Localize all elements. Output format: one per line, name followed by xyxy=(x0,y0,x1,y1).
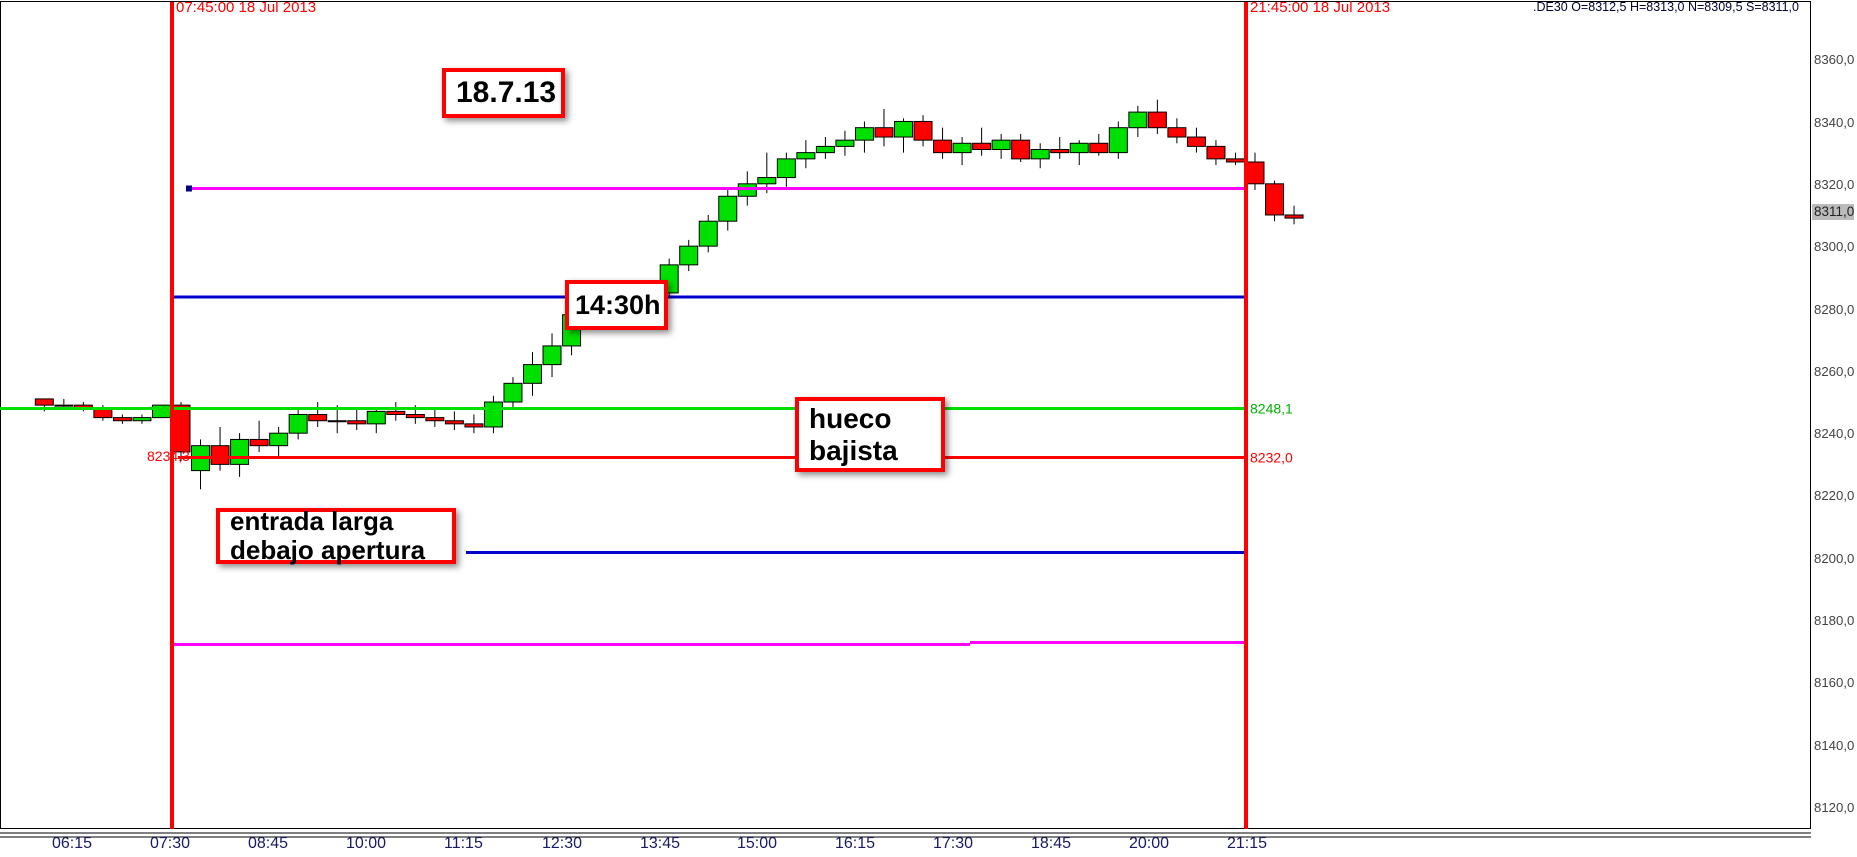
svg-text:8340,0: 8340,0 xyxy=(1814,115,1854,130)
svg-text:21:45:00 18 Jul 2013: 21:45:00 18 Jul 2013 xyxy=(1250,0,1390,16)
svg-text:8280,0: 8280,0 xyxy=(1814,302,1854,317)
svg-text:18:45: 18:45 xyxy=(1031,835,1071,852)
svg-text:8240,0: 8240,0 xyxy=(1814,426,1854,441)
svg-text:8200,0: 8200,0 xyxy=(1814,551,1854,566)
svg-text:8360,0: 8360,0 xyxy=(1814,52,1854,67)
svg-text:8232,0: 8232,0 xyxy=(1250,450,1293,466)
svg-text:07:45:00 18 Jul 2013: 07:45:00 18 Jul 2013 xyxy=(176,0,316,16)
svg-text:13:45: 13:45 xyxy=(640,835,680,852)
svg-text:8311,0: 8311,0 xyxy=(1814,204,1854,219)
svg-text:06:15: 06:15 xyxy=(52,835,92,852)
svg-text:8300,0: 8300,0 xyxy=(1814,239,1854,254)
svg-text:16:15: 16:15 xyxy=(835,835,875,852)
svg-text:08:45: 08:45 xyxy=(248,835,288,852)
svg-text:8120,0: 8120,0 xyxy=(1814,800,1854,815)
svg-text:10:00: 10:00 xyxy=(346,835,386,852)
svg-text:15:00: 15:00 xyxy=(737,835,777,852)
svg-text:12:30: 12:30 xyxy=(542,835,582,852)
svg-text:20:00: 20:00 xyxy=(1129,835,1169,852)
svg-text:8180,0: 8180,0 xyxy=(1814,613,1854,628)
svg-text:07:30: 07:30 xyxy=(150,835,190,852)
svg-text:8234,3: 8234,3 xyxy=(147,448,190,464)
svg-text:8160,0: 8160,0 xyxy=(1814,675,1854,690)
svg-text:17:30: 17:30 xyxy=(933,835,973,852)
svg-text:8140,0: 8140,0 xyxy=(1814,738,1854,753)
svg-text:.DE30 O=8312,5 H=8313,0 N=8309: .DE30 O=8312,5 H=8313,0 N=8309,5 S=8311,… xyxy=(1533,0,1799,14)
svg-text:8260,0: 8260,0 xyxy=(1814,364,1854,379)
svg-text:8220,0: 8220,0 xyxy=(1814,488,1854,503)
svg-text:8320,0: 8320,0 xyxy=(1814,177,1854,192)
svg-text:8248,1: 8248,1 xyxy=(1250,401,1293,417)
svg-text:11:15: 11:15 xyxy=(444,835,483,852)
svg-text:21:15: 21:15 xyxy=(1227,835,1267,852)
